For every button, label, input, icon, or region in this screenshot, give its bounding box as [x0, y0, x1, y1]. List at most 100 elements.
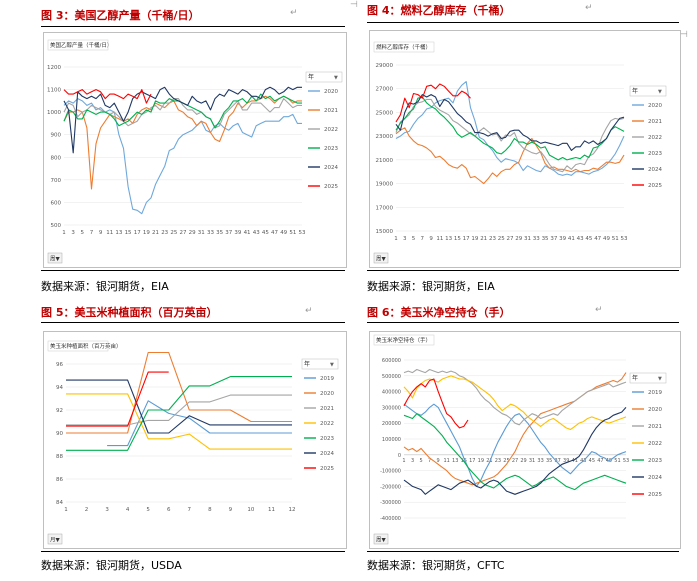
legend-label: 2022 [648, 441, 662, 447]
axis-filter-button[interactable]: 月▼ [50, 537, 61, 544]
figure-5-source: 数据来源：银河期货，USDA [41, 559, 182, 572]
figure-3-source: 数据来源：银河期货，EIA [41, 280, 169, 293]
legend-label: 2020 [648, 103, 662, 109]
y-tick-label: 0 [398, 453, 401, 459]
x-tick-label: 29 [189, 230, 196, 236]
legend-label: 2019 [648, 390, 662, 396]
x-tick-label: 19 [471, 236, 478, 242]
axis-filter-button[interactable]: 周▼ [50, 256, 61, 263]
series-line-2023 [66, 376, 292, 451]
series-line-2021 [395, 127, 625, 185]
legend-filter-icon[interactable]: ▼ [658, 376, 662, 382]
chart-svg-3: 美玉米净空持仓（手）-400000-300000-200000-10000001… [373, 334, 667, 545]
x-tick-label: 31 [529, 458, 535, 464]
x-tick-label: 49 [280, 230, 287, 236]
x-tick-label: 9 [429, 236, 433, 242]
x-tick-label: 41 [568, 236, 575, 242]
y-tick-label: 1100 [47, 88, 61, 94]
y-tick-label: 17000 [376, 205, 394, 211]
series-line-2022 [66, 393, 292, 450]
x-tick-label: 5 [419, 458, 422, 464]
y-tick-label: 96 [56, 362, 63, 368]
title-rule [41, 322, 345, 323]
y-tick-label: 19000 [376, 182, 394, 188]
legend-label: 2023 [648, 151, 662, 157]
y-tick-label: 15000 [376, 229, 394, 235]
chart-panel-ethanol-inventory: 燃料乙醇库存（千桶） 15000 17000 19000 21000 23000 25000… [369, 30, 681, 268]
x-tick-label: 21 [486, 458, 492, 464]
x-tick-label: 11 [436, 236, 443, 242]
x-tick-label: 17 [134, 230, 141, 236]
x-tick-label: 39 [234, 230, 241, 236]
chart-svg-1: 燃料乙醇库存（千桶） 15000 17000 19000 21000 23000 25000… [373, 41, 667, 264]
series-line-2025 [395, 83, 471, 123]
x-tick-label: 13 [445, 236, 452, 242]
x-tick-label: 7 [421, 236, 425, 242]
x-tick-label: 11 [106, 230, 113, 236]
legend-label: 2021 [648, 119, 662, 125]
series-line-2021 [403, 368, 627, 426]
y-tick-label: -200000 [380, 484, 401, 490]
x-tick-label: 13 [452, 458, 458, 464]
x-tick-label: 47 [597, 458, 603, 464]
chart-inner-title: 燃料乙醇库存（千桶） [376, 43, 431, 51]
x-tick-label: 3 [403, 236, 407, 242]
legend-label: 2021 [648, 424, 662, 430]
series-line-2024 [395, 94, 625, 151]
x-tick-label: 47 [594, 236, 601, 242]
x-tick-label: 5 [81, 230, 85, 236]
y-tick-label: 700 [51, 178, 62, 184]
legend-filter-icon[interactable]: ▼ [334, 75, 338, 81]
title-rule [41, 26, 345, 27]
series-line-2024 [403, 407, 627, 495]
legend-label: 2020 [648, 407, 662, 413]
x-tick-label: 39 [563, 458, 569, 464]
x-tick-label: 4 [126, 507, 130, 513]
legend-filter-icon[interactable]: ▼ [330, 362, 334, 368]
series-line-2024 [66, 379, 292, 434]
y-tick-label: 29000 [376, 63, 394, 69]
series-line-2022 [403, 375, 627, 431]
legend-filter-icon[interactable]: ▼ [658, 89, 662, 95]
series-line-2021 [66, 394, 292, 426]
x-tick-label: 19 [143, 230, 150, 236]
x-tick-label: 45 [262, 230, 269, 236]
legend-title: 年 [632, 87, 638, 95]
x-tick-label: 3 [105, 507, 109, 513]
y-tick-label: -400000 [380, 516, 401, 522]
x-tick-label: 29 [515, 236, 522, 242]
x-tick-label: 49 [603, 236, 610, 242]
x-tick-label: 53 [623, 458, 629, 464]
axis-filter-button[interactable]: 周▼ [376, 537, 387, 544]
x-tick-label: 9 [99, 230, 103, 236]
x-tick-label: 15 [454, 236, 461, 242]
x-tick-label: 25 [503, 458, 509, 464]
x-tick-label: 27 [512, 458, 518, 464]
y-tick-label: 88 [56, 454, 63, 460]
legend-label: 2024 [320, 451, 334, 457]
series-line-2020 [63, 98, 302, 215]
chart-panel-corn-acreage: 美玉米种植面积（百万英亩） 84 86 88 90 92 94 96 1 2 3 4 5 6 7 8 9 10 11… [43, 331, 347, 549]
paragraph-mark: ↵ [305, 306, 313, 316]
y-tick-label: 1200 [47, 65, 61, 71]
x-tick-label: 10 [247, 507, 254, 513]
x-tick-label: 33 [537, 458, 543, 464]
x-tick-label: 33 [207, 230, 214, 236]
legend-label: 2022 [320, 421, 334, 427]
x-tick-label: 31 [524, 236, 531, 242]
axis-filter-button[interactable]: 周▼ [376, 256, 387, 263]
legend-label: 2023 [324, 146, 338, 152]
title-rule [367, 322, 679, 323]
series-line-2023 [403, 413, 627, 491]
legend-label: 2023 [320, 436, 334, 442]
legend-label: 2022 [648, 135, 662, 141]
y-tick-label: 25000 [376, 110, 394, 116]
series-line-2020 [66, 351, 292, 434]
x-tick-label: 47 [271, 230, 278, 236]
legend-label: 2025 [324, 184, 338, 190]
x-tick-label: 25 [498, 236, 505, 242]
x-tick-label: 17 [463, 236, 470, 242]
legend-label: 2021 [324, 108, 338, 114]
x-tick-label: 41 [244, 230, 251, 236]
